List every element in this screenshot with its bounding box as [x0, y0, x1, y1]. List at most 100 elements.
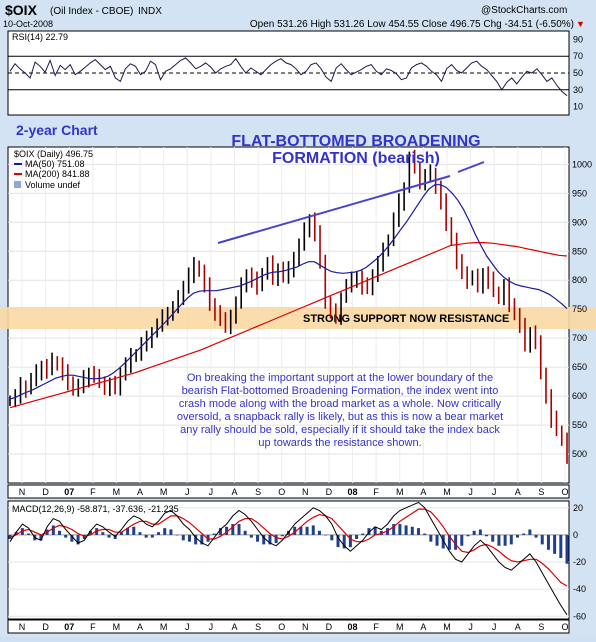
macd-histogram-bar [70, 534, 74, 542]
macd-histogram-bar [528, 529, 532, 535]
price-tick-label: 800 [572, 275, 587, 285]
month-tick-label: A [420, 622, 426, 632]
month-tick-label: D [326, 622, 333, 632]
two-year-label: 2-year Chart [16, 122, 98, 138]
macd-tick-label: -20 [573, 557, 586, 567]
macd-histogram-bar [200, 534, 204, 545]
exchange: INDX [138, 6, 162, 17]
macd-histogram-bar [565, 534, 569, 564]
macd-histogram-bar [416, 528, 420, 535]
macd-histogram-bar [280, 534, 284, 537]
month-tick-label: O [278, 487, 285, 497]
macd-tick-label: -60 [573, 611, 586, 621]
month-tick-label: N [302, 622, 309, 632]
month-tick-label: S [538, 487, 544, 497]
price-tick-label: 550 [572, 420, 587, 430]
month-tick-label: 07 [64, 487, 74, 497]
macd-histogram-bar [88, 530, 92, 535]
macd-histogram-bar [478, 529, 482, 535]
month-tick-label: M [443, 622, 451, 632]
macd-histogram-bar [268, 534, 272, 545]
month-tick-label: A [231, 487, 237, 497]
macd-histogram-bar [454, 534, 458, 550]
macd-histogram-bar [243, 530, 247, 535]
macd-histogram-bar [299, 526, 303, 535]
macd-histogram-bar [386, 528, 390, 535]
ohlc-summary: Open 531.26 High 531.26 Low 454.55 Close… [250, 19, 574, 30]
macd-tick-label: -40 [573, 584, 586, 594]
macd-histogram-bar [150, 534, 154, 538]
price-tick-label: 1000 [572, 159, 592, 169]
month-tick-label: D [42, 487, 49, 497]
month-tick-label: F [90, 622, 96, 632]
macd-histogram-bar [76, 534, 80, 545]
macd-histogram-bar [82, 534, 86, 539]
month-tick-label: M [396, 487, 404, 497]
month-tick-label: M [113, 487, 121, 497]
header: $OIX (Oil Index - CBOE) INDX @StockChart… [3, 2, 585, 30]
month-tick-label: A [515, 487, 521, 497]
macd-histogram-bar [330, 534, 334, 541]
month-tick-label: A [137, 487, 143, 497]
commentary-line: oversold, a snapback rally is likely, bu… [177, 411, 503, 423]
macd-histogram-bar [8, 534, 12, 539]
price-tick-label: 850 [572, 246, 587, 256]
macd-histogram-bar [144, 534, 148, 538]
month-tick-label: D [326, 487, 333, 497]
month-tick-label: J [492, 487, 497, 497]
macd-histogram-bar [515, 534, 519, 538]
legend-volume: Volume undef [25, 180, 81, 190]
macd-histogram-bar [503, 534, 507, 546]
macd-tick-label: 0 [573, 530, 578, 540]
legend-price: $OIX (Daily) 496.75 [14, 149, 93, 159]
month-tick-label: J [185, 622, 190, 632]
macd-histogram-bar [249, 534, 253, 538]
macd-histogram-bar [553, 534, 557, 554]
macd-histogram-bar [373, 526, 377, 535]
month-tick-label: O [561, 487, 568, 497]
index-name: (Oil Index - CBOE) [50, 6, 133, 17]
macd-histogram-bar [237, 524, 241, 535]
rsi-tick-label: 30 [573, 85, 583, 95]
price-tick-label: 950 [572, 188, 587, 198]
macd-histogram-bar [522, 533, 526, 535]
macd-histogram-bar [194, 534, 198, 545]
macd-histogram-bar [218, 528, 222, 535]
macd-histogram-bar [404, 525, 408, 535]
legend-ma50: MA(50) 751.08 [25, 159, 85, 169]
month-tick-label: J [209, 622, 214, 632]
macd-histogram-bar [51, 525, 55, 535]
month-tick-label: A [231, 622, 237, 632]
upper-trendline [217, 175, 451, 244]
price-tick-label: 750 [572, 304, 587, 314]
macd-histogram-bar [256, 534, 260, 542]
macd-histogram-bar [348, 534, 352, 548]
month-tick-label: J [185, 487, 190, 497]
month-tick-label: N [19, 622, 26, 632]
month-tick-label: J [492, 622, 497, 632]
month-tick-label: J [209, 487, 214, 497]
support-band-label: STRONG SUPPORT NOW RESISTANCE [303, 313, 509, 325]
macd-histogram-bar [342, 534, 346, 549]
price-bars [9, 149, 568, 464]
macd-histogram-bar [317, 530, 321, 535]
month-tick-label: M [160, 487, 168, 497]
macd-histogram-bar [534, 534, 538, 538]
price-tick-label: 600 [572, 391, 587, 401]
macd-histogram-bar [95, 528, 99, 535]
month-tick-label: F [373, 622, 379, 632]
month-tick-label: O [278, 622, 285, 632]
macd-histogram-bar [460, 534, 464, 546]
month-tick-label: F [373, 487, 379, 497]
month-tick-label: J [468, 487, 473, 497]
macd-histogram-bar [485, 534, 489, 537]
macd-histogram-bar [293, 526, 297, 535]
support-resistance-band [0, 307, 596, 329]
macd-signal-line [9, 508, 568, 587]
rsi-tick-label: 90 [573, 34, 583, 44]
commentary: On breaking the important support at the… [177, 372, 503, 449]
ma200-line [9, 242, 568, 409]
upper-trendline-extension [457, 161, 485, 173]
macd-histogram-bar [497, 534, 501, 546]
price-tick-label: 700 [572, 333, 587, 343]
